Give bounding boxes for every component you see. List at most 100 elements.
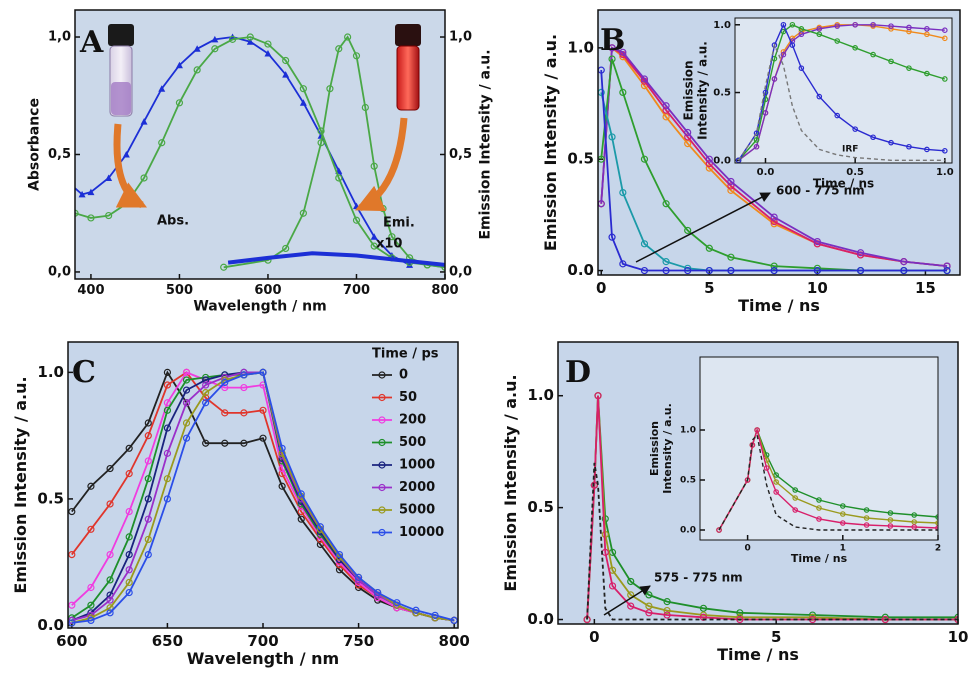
point: [684, 226, 692, 235]
inset-chart: 0 1 2 0.0 0.5 1.0 Time / ns Emission Intensity /…: [648, 356, 941, 565]
point: [608, 133, 616, 141]
point: [317, 127, 325, 135]
point: [816, 26, 823, 32]
y-axis-label: Emission Intensity / a.u.: [11, 376, 30, 593]
curved-arrow: [354, 117, 408, 212]
point: [202, 389, 210, 397]
point: [852, 45, 858, 51]
point: [662, 102, 670, 110]
annotation: x10: [376, 237, 402, 252]
point: [705, 160, 713, 168]
point: [911, 524, 918, 530]
point: [182, 368, 191, 376]
point: [762, 110, 769, 116]
x-tick-label: 800: [431, 283, 458, 298]
point: [645, 609, 653, 617]
y2-tick-label: 0,5: [449, 147, 472, 162]
point: [924, 146, 930, 153]
point: [278, 444, 286, 452]
point: [640, 240, 649, 248]
series-line: [71, 371, 455, 622]
y-tick-label: 0,5: [48, 147, 71, 162]
y-axis-label: Absorbance: [27, 98, 43, 191]
annotation: Abs.: [157, 214, 189, 229]
point: [144, 495, 152, 503]
point: [839, 503, 846, 509]
point: [798, 31, 805, 38]
vial-cap: [108, 24, 134, 46]
series-line: [223, 35, 445, 269]
point: [924, 31, 930, 38]
point: [662, 266, 670, 275]
y-tick-label: 1.0: [567, 38, 594, 56]
point: [68, 507, 76, 516]
point: [240, 383, 248, 392]
point: [770, 262, 778, 270]
point: [753, 130, 760, 136]
point: [68, 616, 76, 625]
point: [282, 244, 290, 253]
point: [374, 588, 382, 597]
point: [749, 442, 756, 448]
series: [586, 462, 958, 621]
point: [943, 266, 951, 275]
series-line: [71, 371, 455, 624]
point: [87, 601, 95, 609]
point: [259, 406, 267, 414]
point: [900, 266, 908, 275]
series: [598, 66, 951, 275]
series-line: [227, 251, 445, 267]
curved-arrow: [113, 123, 148, 209]
point: [627, 577, 635, 586]
point: [106, 464, 114, 473]
point: [175, 99, 184, 107]
point: [663, 598, 671, 606]
point: [106, 500, 114, 508]
inset-chart: 0.0 0.5 1.0 0.0 0.5 1.0 Time / ns Emission Inten…: [682, 17, 954, 191]
point: [221, 409, 229, 417]
point: [106, 596, 114, 604]
x-tick-label: 2: [935, 544, 941, 554]
point: [441, 263, 445, 271]
point: [202, 399, 210, 407]
plot-background: [75, 10, 445, 279]
point: [240, 409, 248, 417]
series-line: [738, 42, 945, 161]
point: [954, 613, 958, 621]
point: [240, 439, 248, 447]
point: [727, 182, 735, 190]
point: [354, 573, 363, 581]
vial-cap: [395, 24, 421, 46]
point: [839, 520, 846, 526]
point: [663, 606, 671, 615]
point: [125, 551, 133, 559]
x-tick-label: 500: [166, 283, 193, 298]
point: [221, 383, 229, 392]
point: [789, 42, 796, 48]
point: [780, 21, 787, 28]
point: [125, 507, 133, 516]
point: [705, 155, 713, 163]
series-line: [738, 23, 945, 161]
point: [220, 263, 228, 271]
panel-label: A: [79, 25, 104, 60]
series-line: [738, 24, 945, 161]
legend-marker: [378, 371, 386, 379]
y-axis-label: Intensity / a.u.: [696, 41, 710, 140]
point: [619, 260, 627, 268]
point: [317, 139, 325, 147]
point: [834, 38, 841, 44]
point: [608, 582, 617, 590]
point: [144, 419, 152, 427]
vial-body: [396, 45, 420, 111]
point: [727, 177, 735, 186]
series: [68, 368, 458, 627]
legend-marker: [378, 393, 386, 402]
point: [887, 510, 894, 516]
point: [163, 449, 172, 457]
annotation-arrow: [635, 192, 771, 263]
y-tick-label: 1,0: [48, 30, 71, 45]
point: [106, 604, 114, 612]
y-tick-label: 0.5: [713, 88, 731, 99]
plot-frame: [67, 341, 459, 629]
